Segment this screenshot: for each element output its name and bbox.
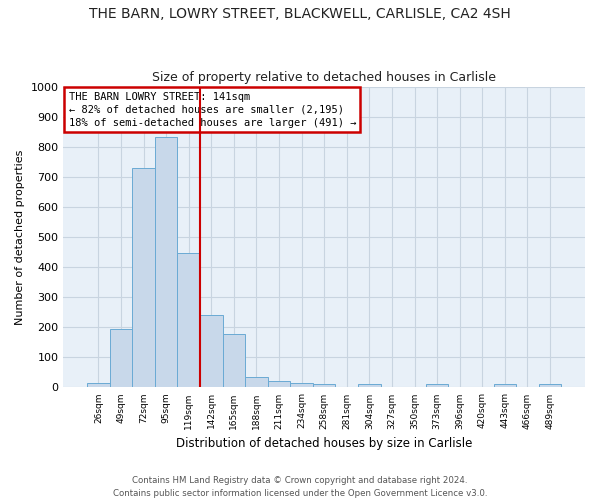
Bar xyxy=(268,382,290,388)
Bar xyxy=(539,384,561,388)
Bar xyxy=(290,383,313,388)
Bar xyxy=(426,384,448,388)
Bar xyxy=(132,168,155,388)
Text: Contains HM Land Registry data © Crown copyright and database right 2024.
Contai: Contains HM Land Registry data © Crown c… xyxy=(113,476,487,498)
Bar xyxy=(110,329,132,388)
Title: Size of property relative to detached houses in Carlisle: Size of property relative to detached ho… xyxy=(152,72,496,85)
Bar xyxy=(155,136,178,388)
Bar xyxy=(358,384,380,388)
X-axis label: Distribution of detached houses by size in Carlisle: Distribution of detached houses by size … xyxy=(176,437,472,450)
Text: THE BARN LOWRY STREET: 141sqm
← 82% of detached houses are smaller (2,195)
18% o: THE BARN LOWRY STREET: 141sqm ← 82% of d… xyxy=(68,92,356,128)
Bar xyxy=(178,253,200,388)
Bar xyxy=(313,384,335,388)
Y-axis label: Number of detached properties: Number of detached properties xyxy=(15,150,25,325)
Bar xyxy=(223,334,245,388)
Bar xyxy=(494,384,516,388)
Bar xyxy=(200,314,223,388)
Text: THE BARN, LOWRY STREET, BLACKWELL, CARLISLE, CA2 4SH: THE BARN, LOWRY STREET, BLACKWELL, CARLI… xyxy=(89,8,511,22)
Bar xyxy=(245,377,268,388)
Bar xyxy=(87,383,110,388)
